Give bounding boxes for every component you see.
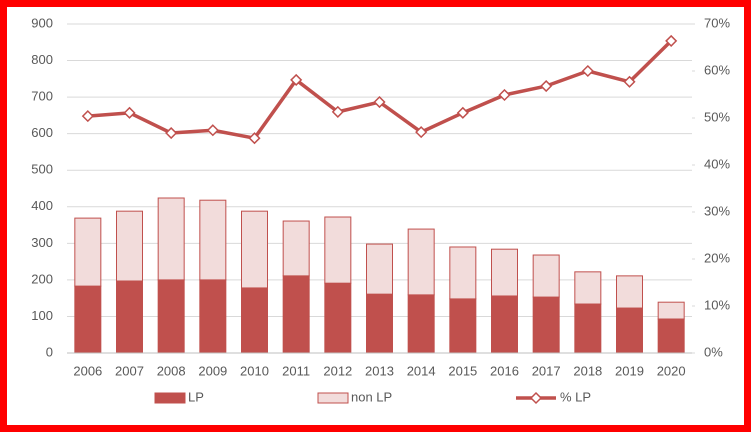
x-tick-label: 2017 bbox=[532, 363, 561, 378]
marker bbox=[498, 88, 511, 102]
x-tick-label: 2020 bbox=[657, 363, 686, 378]
x-tick-label: 2011 bbox=[282, 363, 310, 378]
bar-segment bbox=[657, 301, 685, 320]
marker bbox=[123, 106, 136, 119]
x-tick-label: 2016 bbox=[490, 363, 519, 378]
bar-segment bbox=[199, 199, 227, 281]
bar-segment bbox=[116, 280, 143, 354]
marker bbox=[248, 132, 261, 145]
bar-segment bbox=[532, 254, 560, 298]
bar-segment bbox=[449, 246, 477, 300]
x-tick-label: 2008 bbox=[157, 363, 186, 378]
marker bbox=[623, 75, 636, 88]
bar-segment bbox=[407, 228, 435, 296]
bar-segment bbox=[241, 287, 268, 354]
x-tick-label: 2018 bbox=[573, 363, 602, 378]
marker bbox=[581, 64, 594, 78]
marker bbox=[206, 124, 219, 137]
x-tick-label: 2009 bbox=[198, 363, 227, 378]
marker bbox=[665, 34, 678, 47]
marker bbox=[165, 126, 178, 140]
y-tick-label: 600 bbox=[31, 125, 53, 140]
bar-segment bbox=[491, 295, 518, 354]
legend-label: % LP bbox=[560, 389, 591, 404]
marker bbox=[81, 110, 94, 123]
bar-segment bbox=[532, 296, 560, 354]
bar-segment bbox=[616, 275, 643, 309]
x-tick-label: 2007 bbox=[115, 363, 144, 378]
y2-tick-label: 60% bbox=[704, 62, 730, 77]
y-tick-label: 200 bbox=[31, 271, 53, 286]
marker bbox=[540, 79, 553, 93]
y2-tick-label: 70% bbox=[704, 15, 730, 30]
bar-segment bbox=[366, 243, 393, 295]
bar-segment bbox=[199, 279, 227, 354]
bar-segment bbox=[657, 318, 685, 354]
y-tick-label: 700 bbox=[31, 89, 53, 104]
y-tick-label: 300 bbox=[31, 235, 53, 250]
y-tick-label: 800 bbox=[31, 52, 53, 67]
x-tick-label: 2012 bbox=[323, 363, 352, 378]
y2-tick-label: 40% bbox=[704, 156, 730, 171]
x-tick-label: 2010 bbox=[240, 363, 269, 378]
y-tick-label: 0 bbox=[46, 344, 53, 359]
bar-segment bbox=[282, 220, 310, 277]
x-tick-label: 2014 bbox=[407, 363, 436, 378]
marker bbox=[373, 95, 386, 109]
bar-segment bbox=[157, 279, 185, 354]
bar-segment bbox=[324, 216, 352, 284]
bar-segment bbox=[616, 307, 643, 354]
legend-swatch bbox=[317, 392, 349, 404]
bar-segment bbox=[282, 275, 310, 354]
bar-segment bbox=[407, 294, 435, 354]
legend-marker bbox=[529, 391, 543, 405]
bar-segment bbox=[116, 210, 143, 282]
marker bbox=[290, 73, 303, 86]
bar-segment bbox=[324, 282, 352, 354]
bar-segment bbox=[574, 271, 602, 305]
y-tick-label: 500 bbox=[31, 162, 53, 177]
x-tick-label: 2015 bbox=[448, 363, 477, 378]
marker bbox=[331, 105, 344, 118]
bar-segment bbox=[74, 217, 102, 287]
y2-tick-label: 20% bbox=[704, 250, 730, 265]
legend-swatch bbox=[154, 392, 186, 404]
bar-segment bbox=[366, 293, 393, 354]
x-tick-label: 2013 bbox=[365, 363, 394, 378]
bar-segment bbox=[449, 298, 477, 354]
bar-segment bbox=[157, 197, 185, 281]
y-tick-label: 900 bbox=[31, 15, 53, 30]
marker bbox=[415, 126, 428, 139]
x-tick-label: 2006 bbox=[73, 363, 102, 378]
y-tick-label: 400 bbox=[31, 198, 53, 213]
line bbox=[87, 39, 673, 140]
y2-tick-label: 30% bbox=[704, 203, 730, 218]
y2-tick-label: 0% bbox=[704, 344, 723, 359]
marker bbox=[456, 106, 469, 119]
y-tick-label: 100 bbox=[31, 308, 53, 323]
bar-segment bbox=[74, 285, 102, 354]
bar-segment bbox=[241, 210, 268, 289]
y2-tick-label: 50% bbox=[704, 109, 730, 124]
legend-label: non LP bbox=[351, 389, 392, 404]
y2-tick-label: 10% bbox=[704, 297, 730, 312]
x-tick-label: 2019 bbox=[615, 363, 644, 378]
legend-label: LP bbox=[188, 389, 204, 404]
bar-segment bbox=[491, 248, 518, 297]
bar-segment bbox=[574, 303, 602, 354]
